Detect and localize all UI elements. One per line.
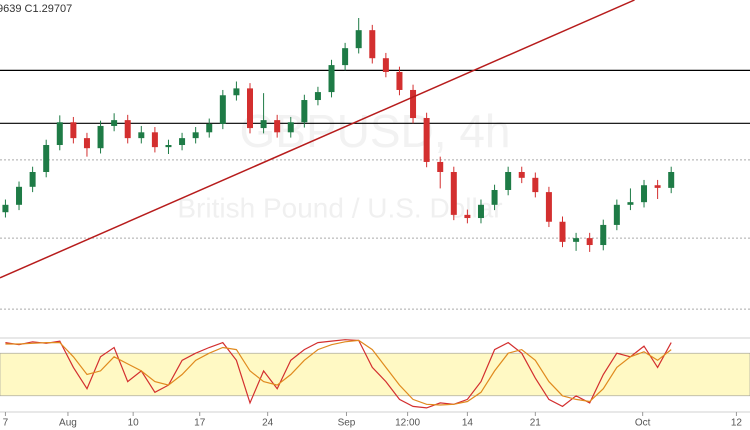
candle-body — [97, 125, 104, 149]
candle-body — [274, 120, 281, 133]
candle-body — [29, 171, 36, 187]
candle-body — [627, 202, 634, 205]
x-tick-label: 21 — [530, 418, 542, 429]
candle-body — [165, 145, 172, 148]
candle-body — [328, 65, 335, 93]
candle-body — [287, 122, 294, 133]
candle-body — [301, 100, 308, 123]
candle-body — [545, 192, 552, 222]
candle-body — [382, 58, 389, 72]
x-tick-label: 10 — [128, 418, 140, 429]
candle-body — [464, 214, 471, 219]
ohlc-readout: 9639 C1.29707 — [0, 3, 72, 15]
candle-body — [573, 238, 580, 242]
candle-body — [314, 92, 321, 101]
x-tick-label: Oct — [635, 418, 651, 429]
candle-body — [355, 30, 362, 49]
oscillator-line — [5, 339, 672, 409]
candle-body — [179, 138, 186, 146]
candle-body — [532, 177, 539, 193]
candle-body — [206, 123, 213, 133]
candle-body — [654, 185, 661, 188]
candle-body — [423, 118, 430, 162]
candle-body — [2, 204, 9, 213]
candle-body — [16, 186, 23, 205]
x-tick-label: 7 — [3, 418, 9, 429]
candle-body — [600, 224, 607, 246]
candle-body — [437, 161, 444, 172]
trendline — [0, 0, 635, 279]
candle-body — [247, 88, 253, 129]
oscillator-band — [0, 352, 750, 397]
candle-body — [342, 48, 349, 66]
x-tick-label: 12:00 — [395, 418, 420, 429]
candle-body — [83, 138, 90, 149]
candle-body — [586, 238, 593, 246]
candle-body — [450, 171, 457, 215]
candle-body — [233, 88, 240, 96]
watermark-subtitle: British Pound / U.S. Dollar — [177, 192, 502, 223]
x-tick-label: 24 — [262, 418, 274, 429]
candle-body — [410, 89, 417, 119]
candle-body — [151, 132, 158, 148]
candle-body — [260, 120, 267, 129]
x-tick-label: Sep — [338, 418, 356, 429]
candle-body — [518, 171, 525, 178]
candle-body — [138, 132, 145, 139]
candle-body — [70, 122, 77, 139]
x-tick-label: 17 — [194, 418, 206, 429]
candle-body — [111, 120, 118, 126]
candle-body — [219, 95, 226, 124]
candle-body — [491, 189, 498, 205]
candle-body — [559, 221, 566, 242]
oscillator-line — [5, 339, 672, 406]
candle-body — [192, 132, 199, 139]
candle-body — [477, 204, 484, 219]
candle-body — [56, 122, 63, 146]
candle-body — [668, 171, 675, 188]
candle-body — [613, 204, 620, 225]
candle-body — [505, 171, 512, 190]
x-tick-label: 12 — [731, 418, 743, 429]
candle-body — [43, 145, 50, 172]
candle-body — [369, 30, 376, 59]
candle-body — [124, 120, 131, 139]
x-tick-label: 14 — [462, 418, 474, 429]
x-tick-label: Aug — [59, 418, 77, 429]
candle-body — [396, 71, 403, 90]
candle-body — [641, 185, 648, 203]
